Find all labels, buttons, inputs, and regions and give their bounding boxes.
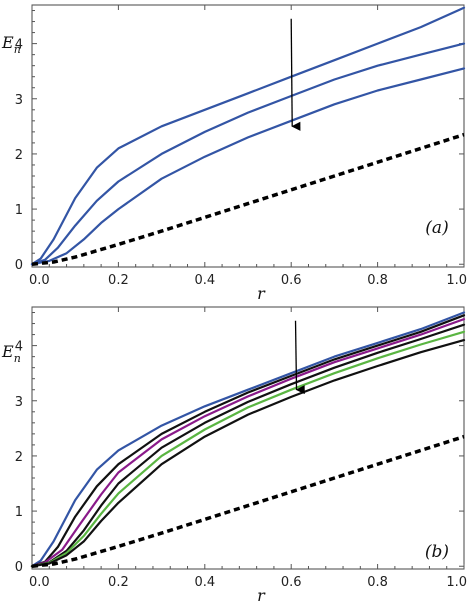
series-line-0 (30, 6, 466, 266)
trend-arrow (294, 320, 305, 395)
x-tick-label: 1.0 (446, 273, 467, 288)
y-tick-label: 3 (15, 93, 23, 108)
x-tick-label: 0.4 (194, 273, 215, 288)
x-tick-label: 0.2 (108, 575, 129, 590)
x-tick-label: 0.0 (29, 575, 50, 590)
series-line-2 (30, 318, 466, 568)
x-tick-label: 0.4 (194, 575, 215, 590)
series-line-1 (30, 314, 466, 568)
y-tick-label: 1 (15, 203, 23, 218)
x-axis-title: r (257, 284, 266, 303)
series-line-3 (30, 323, 466, 568)
y-tick-label: 0 (15, 258, 23, 273)
y-tick-label: 3 (15, 395, 23, 410)
x-axis-title: r (257, 586, 266, 603)
y-tick-label: 0 (15, 560, 23, 575)
series-line-1 (30, 42, 466, 266)
y-tick-label: 2 (15, 148, 23, 163)
y-axis-subscript: n (14, 352, 21, 365)
series-line-dashed (31, 132, 465, 266)
x-tick-label: 0.8 (367, 273, 388, 288)
series-line-5 (30, 339, 466, 568)
x-tick-label: 0.0 (29, 273, 50, 288)
trend-arrow (290, 18, 301, 131)
series-line-4 (30, 330, 466, 568)
x-tick-label: 0.6 (281, 575, 302, 590)
x-tick-label: 0.6 (281, 273, 302, 288)
panel-label: (a) (425, 218, 448, 238)
series-line-0 (30, 311, 466, 568)
y-tick-label: 1 (15, 505, 23, 520)
series-line-dashed (31, 434, 465, 568)
x-tick-label: 0.8 (367, 575, 388, 590)
y-axis-subscript: n (14, 43, 21, 56)
x-tick-label: 0.2 (108, 273, 129, 288)
y-axis-title: En (1, 33, 21, 56)
panel-label: (b) (425, 542, 449, 562)
y-tick-label: 4 (15, 38, 23, 53)
y-tick-label: 4 (15, 340, 23, 355)
panel-a: 0.0 0.2 0.4 0.6 0.8 1.0 0 1 2 3 4 r En (a) (1, 4, 467, 303)
series-line-2 (30, 67, 466, 266)
x-tick-label: 1.0 (446, 575, 467, 590)
y-tick-label: 2 (15, 450, 23, 465)
